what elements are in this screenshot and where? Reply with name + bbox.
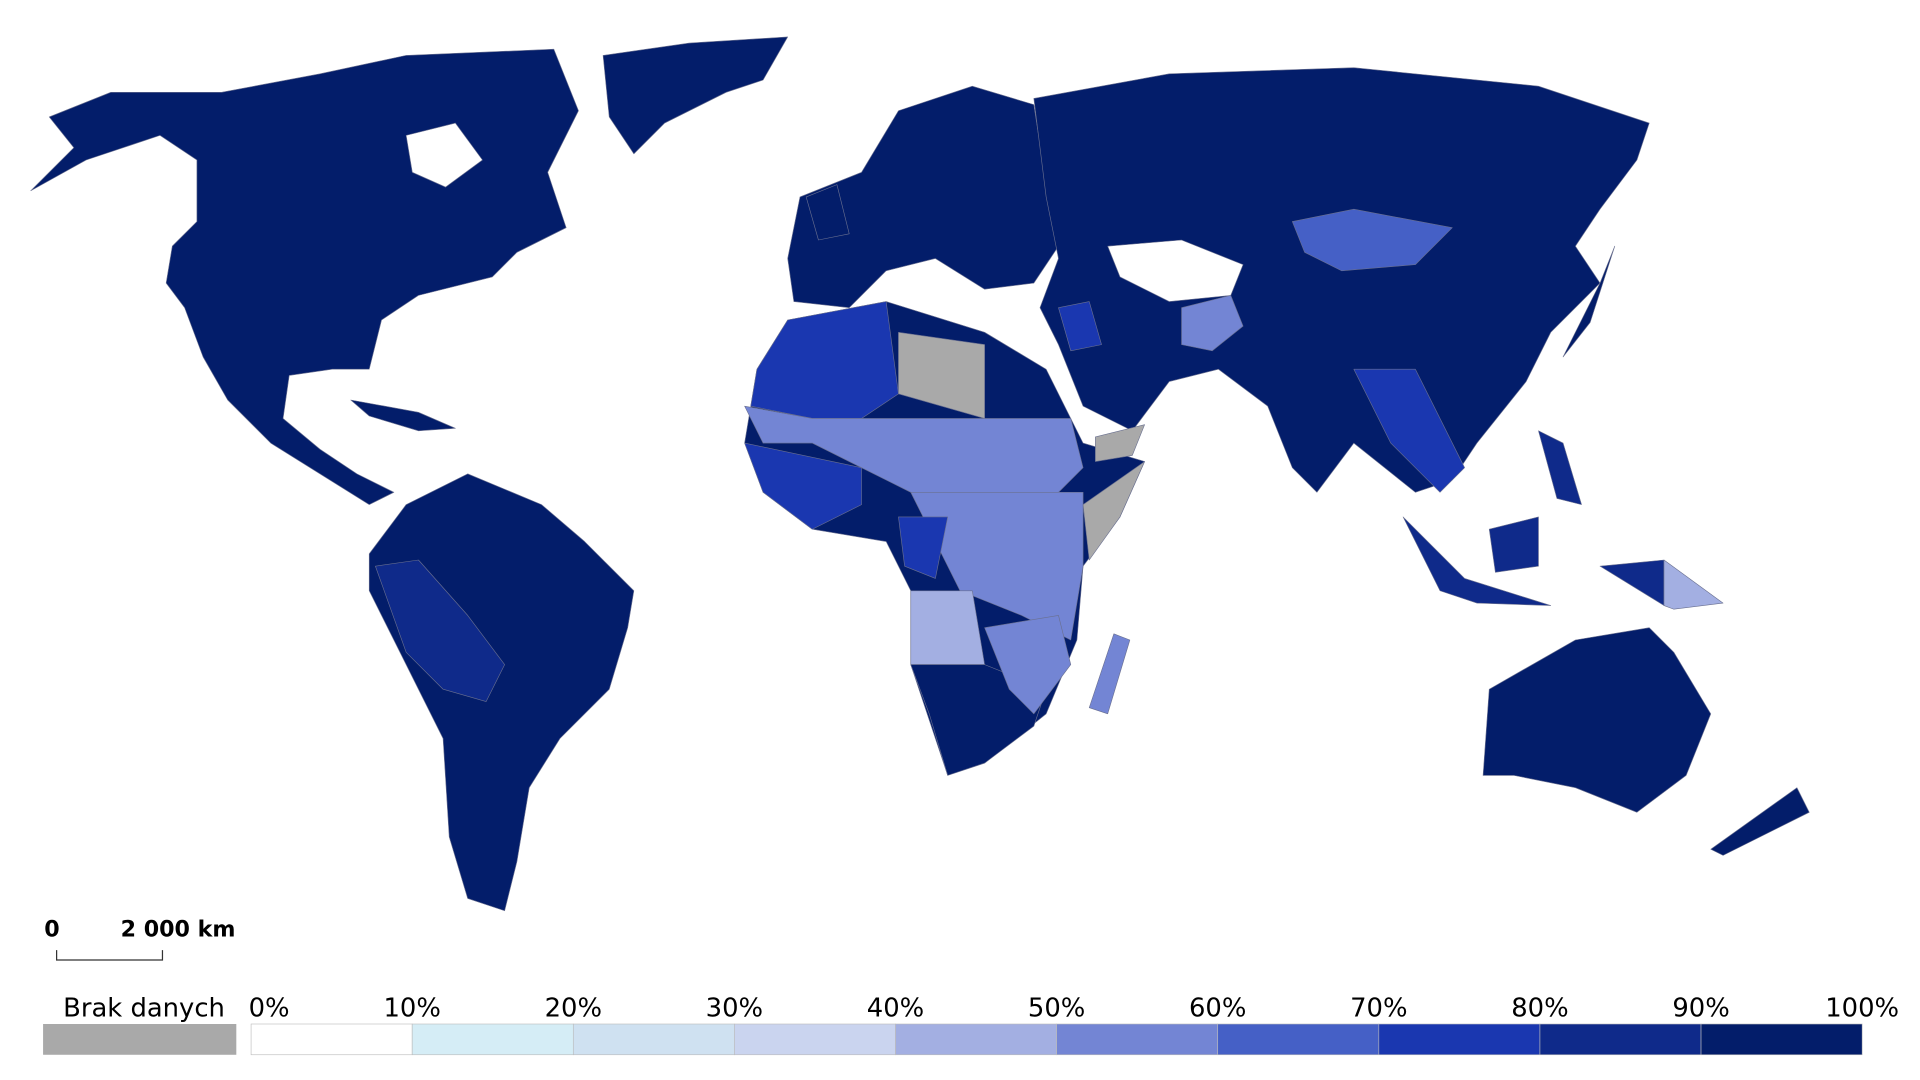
- legend-tick-label: 20%: [545, 994, 602, 1024]
- yemen: [1095, 424, 1145, 462]
- scale-bar: 0 2 000 km: [44, 917, 236, 961]
- legend-tick-label: 100%: [1825, 994, 1899, 1024]
- madagascar: [1088, 633, 1131, 715]
- iraq: [1058, 301, 1102, 352]
- japan: [1562, 245, 1616, 358]
- legend-swatch: [411, 1023, 574, 1056]
- congo: [898, 516, 948, 579]
- papua-new-guinea: [1663, 559, 1724, 610]
- mozambique: [984, 615, 1072, 715]
- north-africa: [750, 301, 899, 419]
- legend-swatch: [895, 1023, 1057, 1056]
- legend-tick-label: 10%: [383, 994, 440, 1024]
- legend: Brak danych 0% 10% 20% 30% 40% 50% 60% 70% 80% 90…: [43, 994, 1899, 1056]
- west-africa: [744, 442, 862, 530]
- no-data-label: Brak danych: [63, 994, 225, 1024]
- legend-tick-label: 80%: [1511, 994, 1568, 1024]
- afghanistan: [1181, 295, 1244, 352]
- legend-swatch: [572, 1023, 735, 1056]
- world-map: [30, 36, 1810, 912]
- greenland: [602, 36, 788, 155]
- north-america: [30, 48, 579, 505]
- borneo: [1488, 516, 1539, 573]
- legend-tick-label: 30%: [706, 994, 763, 1024]
- andean-region: [375, 559, 505, 702]
- caribbean: [350, 399, 456, 432]
- asia: [1033, 67, 1650, 493]
- scale-line: [56, 950, 164, 961]
- new-guinea-west: [1599, 559, 1665, 606]
- angola: [910, 590, 985, 665]
- sumatra-java: [1402, 516, 1552, 606]
- legend-tick-label: 40%: [867, 994, 924, 1024]
- scale-start: 0: [44, 917, 59, 943]
- legend-swatch: [734, 1023, 896, 1056]
- south-america: [368, 473, 635, 912]
- legend-tick-label: 50%: [1028, 994, 1085, 1024]
- british-isles: [805, 184, 850, 241]
- philippines: [1538, 430, 1582, 505]
- legend-swatch: [250, 1023, 413, 1056]
- legend-swatch: [1056, 1023, 1219, 1056]
- legend-tick-label: 0%: [249, 994, 290, 1024]
- legend-swatch: [1700, 1023, 1863, 1056]
- australia: [1482, 627, 1712, 813]
- legend-tick-label: 70%: [1350, 994, 1407, 1024]
- hudson-bay: [405, 122, 483, 188]
- southeast-asia: [1353, 368, 1465, 493]
- mongolia: [1292, 208, 1453, 272]
- legend-swatch: [1539, 1023, 1702, 1056]
- legend-swatch: [1217, 1023, 1380, 1056]
- legend-tick-label: 90%: [1672, 994, 1729, 1024]
- legend-tick-label: 60%: [1189, 994, 1246, 1024]
- legend-swatch: [1378, 1023, 1541, 1056]
- new-zealand: [1710, 787, 1810, 856]
- somalia: [1082, 461, 1145, 561]
- no-data-swatch: [43, 1024, 237, 1055]
- scale-end: 2 000 km: [121, 917, 236, 943]
